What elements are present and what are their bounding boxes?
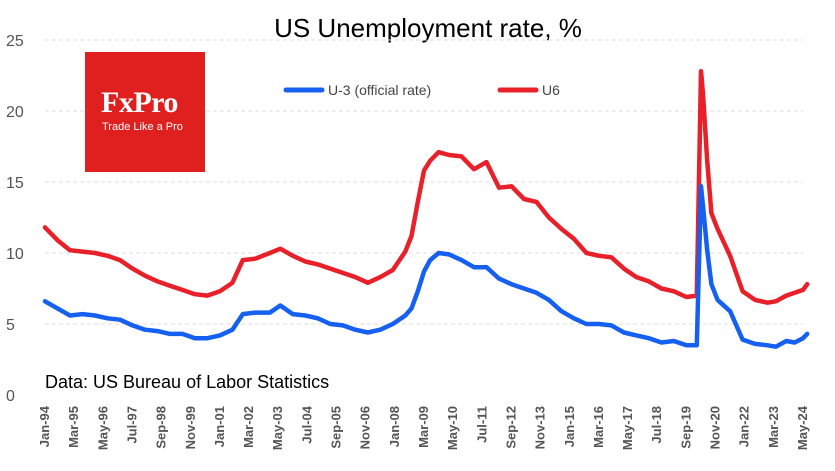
x-tick-label: Nov-99	[183, 406, 198, 449]
x-tick-label: Jan-22	[737, 406, 752, 447]
logo-tagline: Trade Like a Pro	[102, 121, 183, 133]
x-tick-label: Nov-20	[708, 406, 723, 449]
series-lines	[42, 68, 810, 349]
x-tick-label: Sep-98	[154, 406, 169, 449]
x-tick-label: Jan-08	[387, 406, 402, 447]
legend: U-3 (official rate) U6	[283, 82, 560, 98]
x-tick-label: May-96	[95, 406, 110, 450]
y-axis-ticks: 0 5 10 15 20 25	[6, 33, 24, 405]
x-tick-label: Mar-23	[766, 406, 781, 448]
logo-brand: FxPro	[101, 86, 178, 119]
y-tick-label: 20	[6, 104, 24, 121]
x-tick-label: Nov-13	[533, 406, 548, 449]
y-tick-label: 15	[6, 175, 24, 192]
x-tick-label: May-03	[270, 406, 285, 450]
x-tick-label: Jan-94	[37, 405, 52, 447]
x-tick-label: Jul-11	[474, 406, 489, 443]
y-tick-label: 10	[6, 246, 24, 263]
x-tick-label: May-24	[795, 405, 810, 450]
x-tick-label: Mar-16	[591, 406, 606, 448]
x-tick-label: Nov-06	[358, 406, 373, 449]
x-tick-label: Jul-18	[649, 406, 664, 444]
x-tick-label: Sep-05	[329, 406, 344, 449]
x-tick-label: Jul-04	[299, 405, 314, 443]
x-tick-label: Mar-09	[416, 406, 431, 448]
series-line-u3	[42, 184, 810, 349]
x-axis-ticks: Jan-94 Mar-95 May-96 Jul-97 Sep-98 Nov-99 Jan-…	[37, 405, 810, 450]
source-note: Data: US Bureau of Labor Statistics	[45, 372, 329, 392]
x-tick-label: Jan-01	[212, 406, 227, 447]
chart-title: US Unemployment rate, %	[274, 13, 582, 43]
x-tick-label: Mar-95	[66, 406, 81, 448]
x-tick-label: Jul-97	[124, 406, 139, 444]
x-tick-label: Jan-15	[562, 406, 577, 447]
series-line-u6	[42, 68, 810, 305]
legend-label-u6: U6	[542, 82, 560, 98]
y-tick-label: 25	[6, 33, 24, 50]
x-tick-label: May-17	[620, 406, 635, 450]
legend-label-u3: U-3 (official rate)	[328, 82, 431, 98]
x-tick-label: Sep-19	[678, 406, 693, 449]
x-tick-label: Sep-12	[503, 406, 518, 449]
y-tick-label: 5	[6, 317, 15, 334]
x-tick-label: May-10	[445, 406, 460, 450]
fxpro-logo: FxPro Trade Like a Pro	[85, 52, 205, 172]
y-tick-label: 0	[6, 388, 15, 405]
x-tick-label: Mar-02	[241, 406, 256, 448]
